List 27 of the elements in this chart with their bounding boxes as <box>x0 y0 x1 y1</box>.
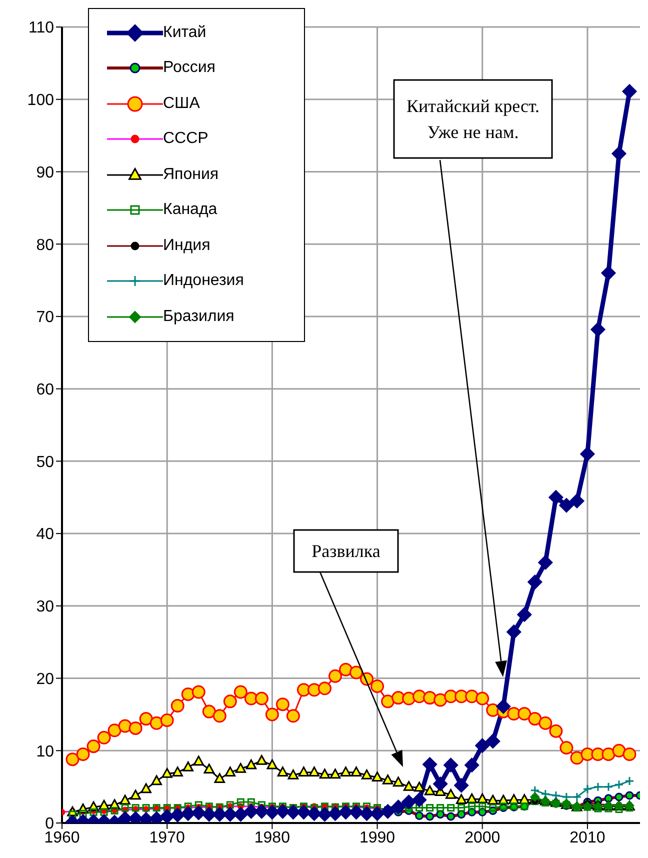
y-tick-label: 30 <box>36 598 54 616</box>
x-tick-label: 1970 <box>149 829 185 846</box>
legend-label: Канада <box>163 201 218 220</box>
legend-label: Япония <box>163 166 219 184</box>
legend-label: Китай <box>163 24 206 42</box>
legend-label: Бразилия <box>163 308 234 326</box>
annotation: Развилка <box>312 541 380 561</box>
annotation: Китайский крест. Уже не нам. <box>406 96 540 142</box>
y-tick-label: 60 <box>36 382 54 398</box>
y-tick-label: 10 <box>36 743 54 760</box>
y-tick-label: 50 <box>36 454 54 471</box>
x-tick-label: 2010 <box>570 829 606 846</box>
y-tick-label: 90 <box>36 164 54 182</box>
y-tick-label: 100 <box>27 92 54 110</box>
y-tick-label: 20 <box>36 670 54 688</box>
x-tick-label: 1990 <box>359 829 396 846</box>
x-tick-label: 2000 <box>464 829 500 846</box>
legend-label: Россия <box>163 59 216 78</box>
y-tick-label: 110 <box>28 20 54 37</box>
legend-label: США <box>163 94 200 113</box>
y-tick-label: 80 <box>36 236 54 254</box>
y-tick-label: 40 <box>36 526 54 544</box>
legend-label: СССР <box>163 130 208 148</box>
y-tick-label: 70 <box>36 309 54 326</box>
legend-label: Индия <box>163 236 210 255</box>
legend-label: Индонезия <box>163 272 244 290</box>
x-tick-label: 1980 <box>254 829 290 846</box>
